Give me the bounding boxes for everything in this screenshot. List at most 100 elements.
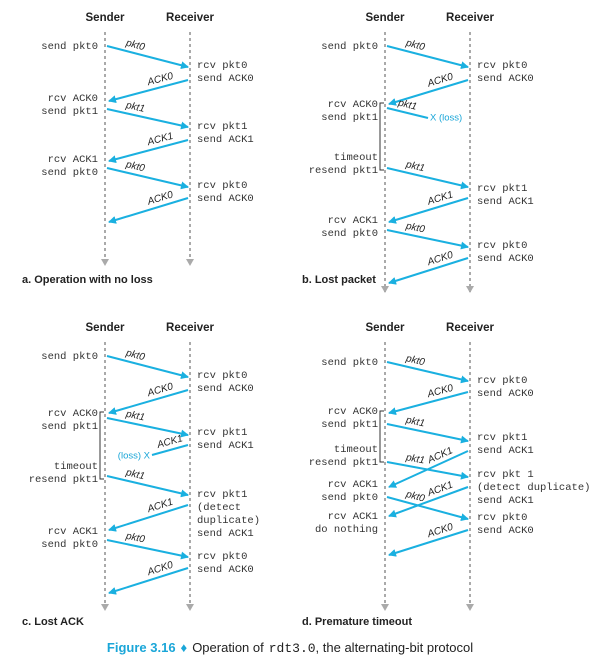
sender-note: rcv ACK0 bbox=[328, 99, 378, 111]
message-label: pkt1 bbox=[124, 409, 146, 424]
message-arrow bbox=[106, 108, 189, 130]
receiver-note: send ACK0 bbox=[197, 564, 254, 576]
sender-note: resend pkt1 bbox=[309, 165, 378, 177]
message-label: ACK1 bbox=[155, 433, 184, 451]
receiver-note: (detect duplicate) bbox=[477, 482, 590, 494]
message-label: ACK0 bbox=[145, 560, 175, 579]
sender-note: send pkt0 bbox=[321, 357, 378, 369]
receiver-note: send ACK1 bbox=[197, 440, 254, 452]
panel-caption: c. Lost ACK bbox=[22, 616, 84, 628]
figure-label: Figure 3.16 bbox=[107, 640, 176, 655]
message-arrow bbox=[388, 197, 469, 224]
receiver-note: send ACK0 bbox=[477, 525, 534, 537]
message-arrow bbox=[108, 389, 189, 415]
message-arrow bbox=[386, 229, 469, 250]
receiver-header: Receiver bbox=[166, 12, 214, 24]
sender-note: send pkt1 bbox=[321, 112, 378, 124]
sender-note: send pkt0 bbox=[41, 351, 98, 363]
message-arrow bbox=[106, 355, 189, 380]
sender-note: rcv ACK1 bbox=[328, 215, 378, 227]
message-label: pkt1 bbox=[404, 415, 426, 430]
receiver-header: Receiver bbox=[446, 322, 494, 334]
message-label: pkt0 bbox=[124, 531, 146, 546]
timer-bracket bbox=[379, 102, 384, 171]
message-arrow bbox=[388, 79, 469, 106]
message-label: ACK0 bbox=[425, 383, 454, 401]
message-label: pkt1 bbox=[404, 452, 426, 466]
message-arrow bbox=[386, 45, 469, 70]
sender-note: timeout bbox=[54, 461, 98, 473]
message-arrow bbox=[106, 417, 189, 438]
message-arrow bbox=[386, 361, 469, 384]
message-arrow bbox=[108, 139, 189, 164]
message-arrow bbox=[106, 539, 189, 560]
receiver-note: send ACK1 bbox=[477, 196, 534, 208]
message-label: ACK0 bbox=[145, 189, 175, 208]
receiver-note: rcv pkt1 bbox=[477, 432, 527, 444]
loss-label: X (loss) bbox=[430, 113, 462, 124]
sender-note: resend pkt1 bbox=[309, 457, 378, 469]
receiver-note: send ACK0 bbox=[197, 73, 254, 85]
receiver-note: rcv pkt0 bbox=[197, 370, 247, 382]
message-arrow bbox=[386, 423, 469, 444]
receiver-note: rcv pkt1 bbox=[477, 183, 527, 195]
message-arrow bbox=[388, 529, 469, 557]
receiver-note: rcv pkt0 bbox=[477, 60, 527, 72]
receiver-note: rcv pkt0 bbox=[197, 60, 247, 72]
loss-label: (loss) X bbox=[118, 451, 151, 462]
message-arrow bbox=[108, 197, 189, 224]
sender-header: Sender bbox=[86, 322, 126, 334]
message-arrow bbox=[108, 504, 189, 532]
sender-note: send pkt1 bbox=[41, 106, 98, 118]
message-arrow bbox=[151, 444, 189, 456]
sender-note: rcv ACK1 bbox=[48, 526, 98, 538]
message-label: pkt0 bbox=[404, 353, 426, 368]
sender-note: send pkt0 bbox=[321, 492, 378, 504]
message-label: ACK1 bbox=[145, 497, 174, 516]
receiver-note: send ACK0 bbox=[477, 253, 534, 265]
sender-note: do nothing bbox=[315, 524, 378, 536]
receiver-note: send ACK0 bbox=[197, 193, 254, 205]
message-label: pkt1 bbox=[404, 159, 426, 174]
message-label: pkt0 bbox=[404, 38, 426, 54]
message-label: pkt0 bbox=[404, 489, 427, 505]
panel-caption: a. Operation with no loss bbox=[22, 274, 153, 286]
message-label: pkt1 bbox=[124, 467, 146, 482]
receiver-note: send ACK0 bbox=[197, 383, 254, 395]
message-arrow bbox=[106, 167, 189, 190]
timer-bracket bbox=[99, 411, 104, 480]
message-arrow bbox=[388, 450, 469, 488]
receiver-note: rcv pkt 1 bbox=[477, 469, 534, 481]
caption-rest: , the alternating-bit protocol bbox=[316, 640, 474, 655]
message-label: pkt0 bbox=[404, 221, 426, 236]
message-label: ACK0 bbox=[425, 71, 455, 90]
figure-caption: Figure 3.16 ♦ Operation of rdt3.0, the alte… bbox=[107, 640, 473, 656]
message-label: pkt0 bbox=[124, 348, 146, 364]
panel-caption: b. Lost packet bbox=[302, 274, 376, 286]
receiver-note: rcv pkt1 bbox=[197, 121, 247, 133]
message-label: pkt0 bbox=[124, 38, 146, 54]
sender-note: rcv ACK0 bbox=[328, 406, 378, 418]
message-arrow bbox=[108, 79, 189, 104]
message-label: pkt0 bbox=[124, 159, 146, 174]
caption-text: Operation of bbox=[192, 640, 264, 655]
sender-note: send pkt0 bbox=[41, 167, 98, 179]
receiver-note: rcv pkt0 bbox=[197, 551, 247, 563]
message-arrow bbox=[106, 45, 189, 70]
sender-note: rcv ACK1 bbox=[328, 511, 378, 523]
receiver-note: send ACK1 bbox=[477, 495, 534, 507]
panel-caption: d. Premature timeout bbox=[302, 616, 412, 628]
receiver-note: send ACK0 bbox=[477, 388, 534, 400]
caption-code: rdt3.0 bbox=[269, 641, 316, 656]
receiver-note: rcv pkt0 bbox=[477, 512, 527, 524]
sender-note: send pkt0 bbox=[321, 228, 378, 240]
sender-note: rcv ACK0 bbox=[48, 93, 98, 105]
sender-header: Sender bbox=[366, 322, 406, 334]
message-arrow bbox=[386, 107, 429, 119]
receiver-note: duplicate) bbox=[197, 515, 260, 527]
message-label: ACK1 bbox=[425, 189, 454, 207]
sender-note: rcv ACK0 bbox=[48, 408, 98, 420]
message-label: ACK0 bbox=[425, 250, 455, 269]
message-label: ACK0 bbox=[145, 71, 174, 89]
